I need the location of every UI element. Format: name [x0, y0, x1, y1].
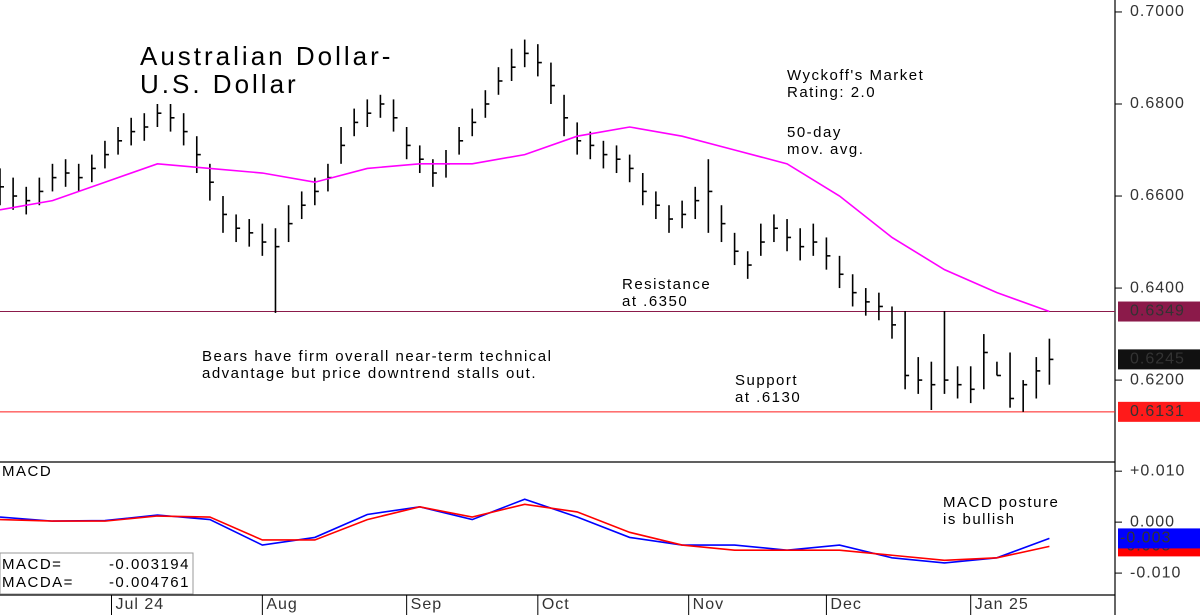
x-tick-label: Aug: [266, 596, 297, 613]
x-tick-label: Sep: [411, 596, 442, 613]
price-label: 0.6245: [1130, 351, 1185, 368]
x-tick-label: Jul 24: [116, 596, 165, 613]
annotation: advantage but price downtrend stalls out…: [202, 365, 537, 382]
chart-title: U.S. Dollar: [140, 69, 299, 99]
legend-label: mov. avg.: [787, 141, 864, 158]
annotation: MACD posture: [943, 494, 1059, 511]
y-tick-label: 0.7000: [1130, 3, 1185, 20]
readout-value: -0.003194: [109, 556, 190, 573]
annotation: is bullish: [943, 511, 1016, 528]
y-tick-label: 0.6600: [1130, 187, 1185, 204]
chart-title: Australian Dollar-: [140, 41, 393, 71]
x-tick-label: Dec: [830, 596, 861, 613]
y-tick-label: 0.6800: [1130, 95, 1185, 112]
y-tick-label: 0.000: [1130, 513, 1175, 530]
series-line: [0, 126, 1050, 313]
annotation: Rating: 2.0: [787, 84, 876, 101]
annotation: Wyckoff's Market: [787, 67, 924, 84]
price-label: 0.6349: [1130, 303, 1185, 320]
panel-title: MACD: [2, 463, 52, 480]
series-line: [0, 503, 1050, 562]
x-tick-label: Jan 25: [975, 596, 1029, 613]
y-tick-label: -0.010: [1130, 564, 1181, 581]
price-label-box: [1118, 349, 1200, 370]
price-label-box: [1118, 401, 1200, 422]
annotation: Resistance: [622, 276, 711, 293]
readout-value: -0.004761: [109, 574, 190, 591]
legend-label: 50-day: [787, 124, 842, 141]
price-label: 0.6131: [1130, 403, 1185, 420]
y-tick-label: 0.6400: [1130, 279, 1185, 296]
readout-box: [0, 552, 194, 595]
x-tick-label: Oct: [542, 596, 570, 613]
last-value-label: -0.003: [1120, 530, 1171, 547]
annotation: at .6350: [622, 293, 688, 310]
annotation: Bears have firm overall near-term techni…: [202, 348, 552, 365]
last-value-box: [1118, 528, 1200, 549]
readout-name: MACDA=: [2, 574, 74, 591]
x-tick-label: Nov: [693, 596, 724, 613]
y-tick-label: +0.010: [1130, 462, 1185, 479]
annotation: Support: [735, 372, 798, 389]
y-tick-label: 0.6200: [1130, 371, 1185, 388]
readout-name: MACD=: [2, 556, 62, 573]
annotation: at .6130: [735, 389, 801, 406]
price-label-box: [1118, 301, 1200, 322]
